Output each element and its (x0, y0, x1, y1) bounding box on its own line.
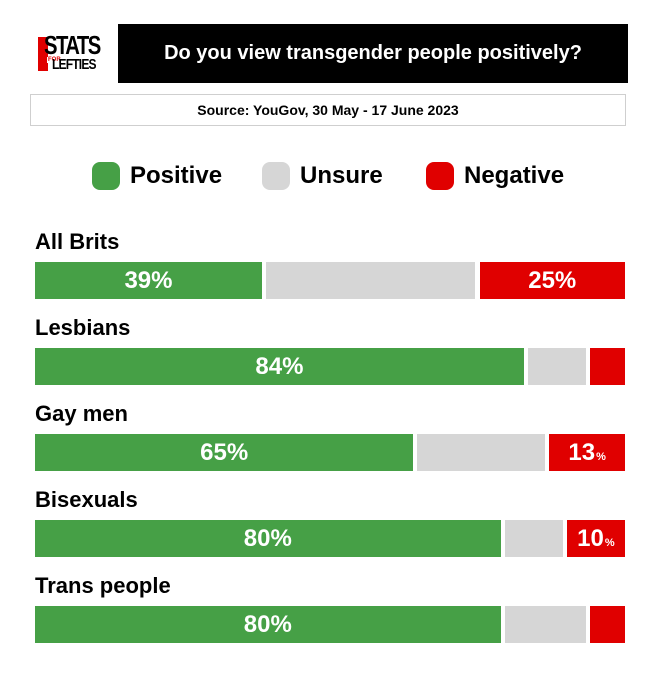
bar-negative-all-brits: 25% (479, 262, 625, 299)
data-label-positive-gay-men: 65% (200, 438, 249, 466)
legend-swatch-negative (426, 162, 454, 190)
logo-lefties-text: LEFTIES (52, 56, 97, 73)
category-label-lesbians: Lesbians (35, 315, 131, 340)
data-label-negative-gay-men: 13 (568, 438, 596, 466)
bar-row-bisexuals: 80% 10% (35, 520, 625, 557)
bar-positive-gay-men: 65% (35, 434, 414, 471)
logo-for-text: FOR (47, 57, 62, 63)
bar-unsure-all-brits (265, 262, 476, 299)
bar-unsure-bisexuals (504, 520, 563, 557)
bar-unsure-trans-people (504, 606, 587, 643)
bar-positive-lesbians: 84% (35, 348, 524, 385)
source-note: Source: YouGov, 30 May - 17 June 2023 (30, 94, 626, 126)
data-label-positive-all-brits: 39% (124, 266, 173, 294)
stats-for-lefties-logo: STATS FOR LEFTIES (38, 30, 101, 76)
bar-unsure-lesbians (527, 348, 587, 385)
category-label-trans-people: Trans people (35, 573, 171, 598)
legend-item-positive: Positive (92, 162, 222, 190)
bar-positive-bisexuals: 80% (35, 520, 501, 557)
category-label-all-brits: All Brits (35, 229, 120, 254)
legend-swatch-unsure (262, 162, 290, 190)
legend-item-negative: Negative (426, 162, 564, 190)
legend-swatch-positive (92, 162, 120, 190)
chart-title: Do you view transgender people positivel… (118, 24, 628, 83)
logo-stats-text: STATS (44, 30, 101, 60)
bar-positive-all-brits: 39% (35, 262, 262, 299)
data-label-positive-lesbians: 84% (255, 352, 304, 380)
bar-negative-gay-men: 13% (549, 434, 625, 471)
bar-negative-lesbians (590, 348, 625, 385)
legend-label-positive: Positive (130, 162, 223, 189)
data-label-negative-all-brits: 25% (528, 266, 577, 294)
bar-row-all-brits: 39% 25% (35, 262, 625, 299)
bar-negative-bisexuals: 10% (566, 520, 625, 557)
bar-negative-trans-people (590, 606, 625, 643)
data-label-positive-bisexuals: 80% (243, 524, 292, 552)
bar-row-lesbians: 84% (35, 348, 625, 385)
bar-unsure-gay-men (417, 434, 546, 471)
legend-label-unsure: Unsure (300, 162, 383, 189)
legend-item-unsure: Unsure (262, 162, 383, 190)
legend-label-negative: Negative (464, 162, 565, 189)
bar-row-gay-men: 65% 13% (35, 434, 625, 471)
data-label-suffix-bisexuals: % (604, 536, 615, 549)
bar-row-trans-people: 80% (35, 606, 625, 643)
logo-red-block (38, 37, 48, 71)
category-label-bisexuals: Bisexuals (35, 487, 138, 512)
data-label-suffix-gay-men: % (596, 450, 606, 463)
data-label-positive-trans-people: 80% (243, 610, 292, 638)
category-label-gay-men: Gay men (35, 401, 128, 426)
bar-positive-trans-people: 80% (35, 606, 501, 643)
data-label-negative-bisexuals: 10 (577, 524, 604, 552)
